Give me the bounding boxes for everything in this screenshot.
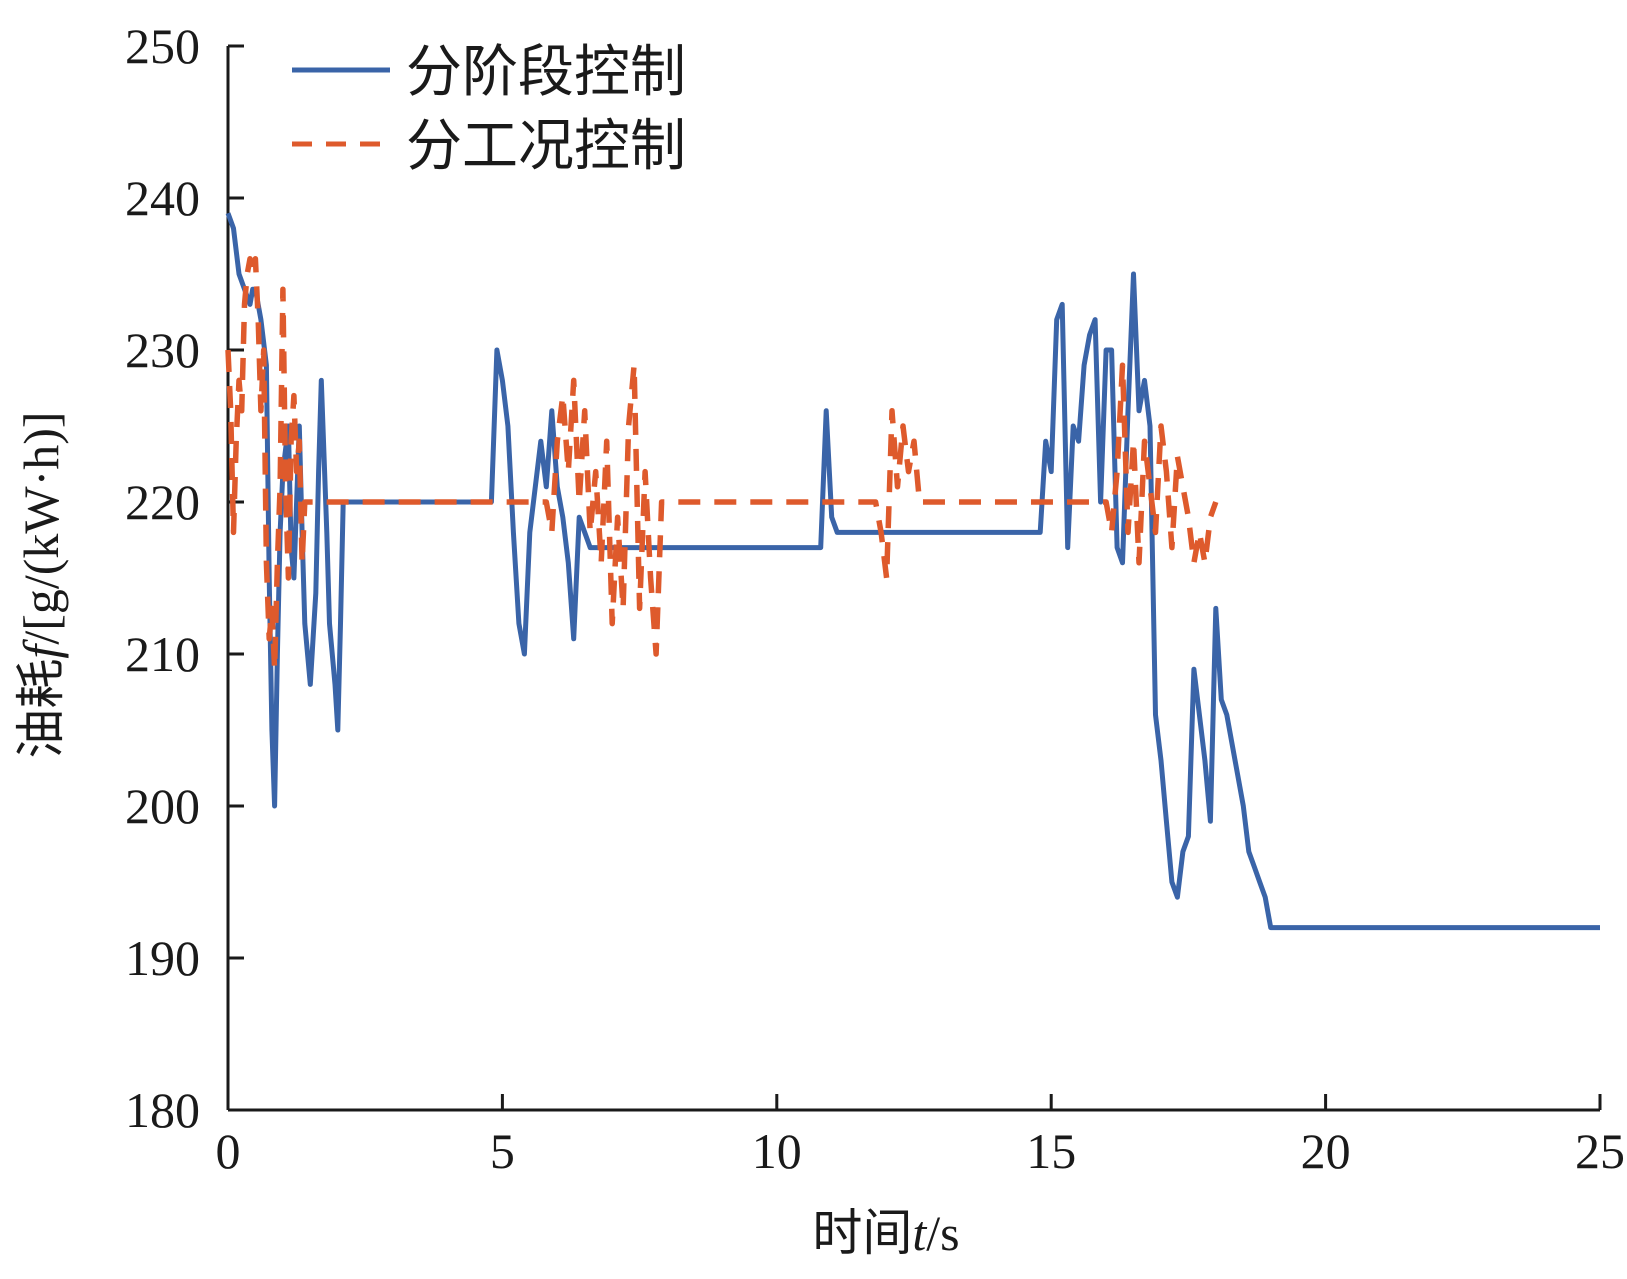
x-tick-label-5: 5 <box>490 1123 515 1179</box>
axes: 0 5 10 15 20 25 180 190 200 210 220 230 240 250 <box>125 18 1625 1179</box>
series-condition-control-line <box>225 256 1219 672</box>
y-axis-title-prefix: 油耗 <box>12 659 70 759</box>
x-tick-label-0: 0 <box>216 1123 241 1179</box>
x-tick-label-15: 15 <box>1026 1123 1076 1179</box>
x-tick-label-20: 20 <box>1301 1123 1351 1179</box>
y-axis-title: 油耗f/[g/(kW·h)] <box>12 411 70 758</box>
legend-label-staged-control: 分阶段控制 <box>406 40 686 105</box>
x-tick-label-10: 10 <box>752 1123 802 1179</box>
x-axis-title: 时间t/s <box>812 1204 959 1262</box>
x-tick-label-25: 25 <box>1575 1123 1625 1179</box>
legend: 分阶段控制 分工况控制 <box>292 40 686 179</box>
x-ticks: 0 5 10 15 20 25 <box>216 1094 1625 1179</box>
y-tick-label-210: 210 <box>125 626 200 682</box>
series-layer <box>225 212 1600 931</box>
y-tick-label-240: 240 <box>125 170 200 226</box>
legend-label-condition-control: 分工况控制 <box>406 114 686 179</box>
y-ticks: 180 190 200 210 220 230 240 250 <box>125 18 244 1138</box>
y-tick-label-250: 250 <box>125 18 200 74</box>
y-axis-title-unit: /[g/(kW·h)] <box>13 411 69 644</box>
y-tick-label-190: 190 <box>125 930 200 986</box>
y-tick-label-220: 220 <box>125 474 200 530</box>
series-staged-control-line <box>225 212 1600 931</box>
x-axis-title-unit: /s <box>926 1205 959 1261</box>
x-axis-title-symbol: t <box>912 1205 927 1261</box>
y-tick-label-180: 180 <box>125 1082 200 1138</box>
x-axis-title-prefix: 时间 <box>812 1204 912 1262</box>
y-tick-label-230: 230 <box>125 322 200 378</box>
y-tick-label-200: 200 <box>125 778 200 834</box>
